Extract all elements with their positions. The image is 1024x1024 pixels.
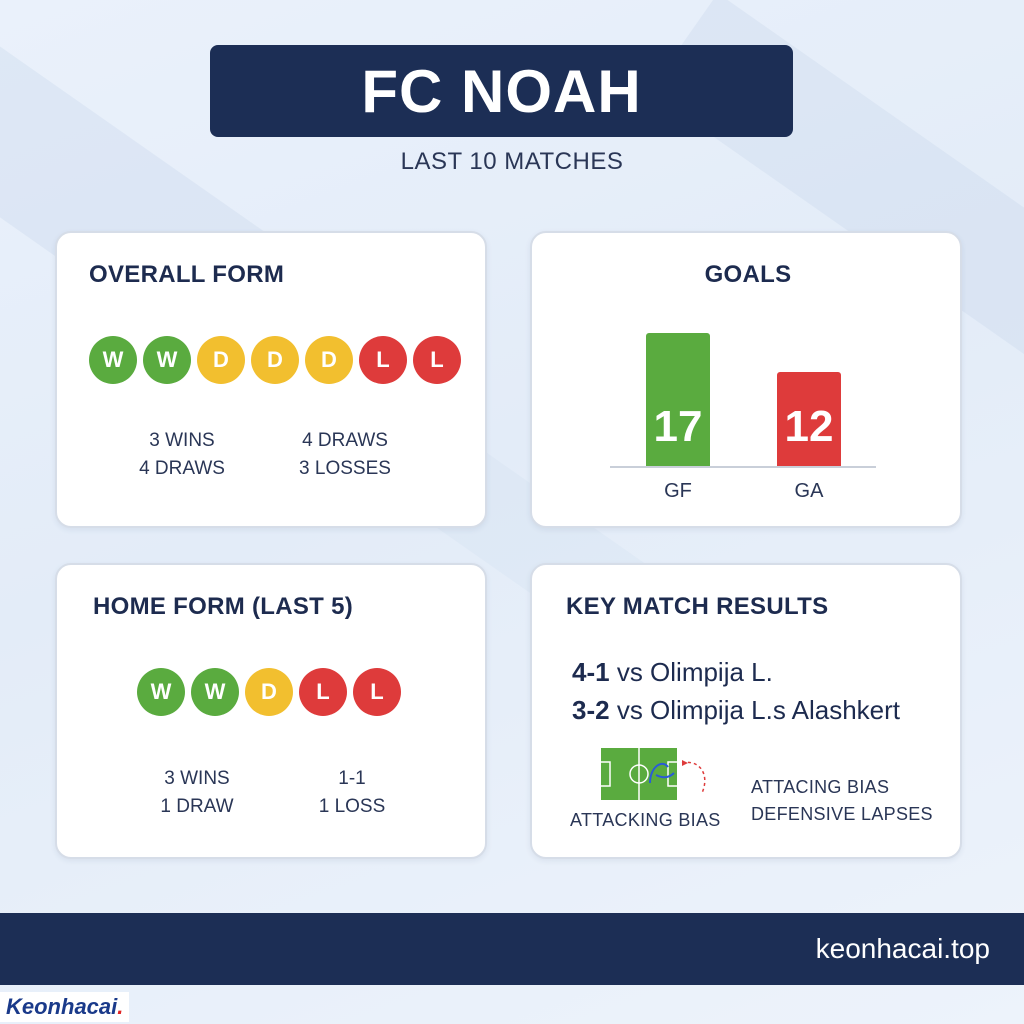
- overall-form-result-badge: D: [305, 336, 353, 384]
- overall-form-result-badge: W: [89, 336, 137, 384]
- bar-category-label: GF: [664, 480, 692, 502]
- key-results-card: KEY MATCH RESULTS 4-1 vs Olimpija L. 3-2…: [530, 563, 962, 859]
- goals-title: GOALS: [704, 261, 792, 288]
- result-score: 3-2: [572, 695, 610, 725]
- pitch-caption: ATTACKING BIAS: [570, 810, 721, 830]
- pitch-diagram-icon: [599, 746, 706, 802]
- brand-text: Keonhacai: [6, 994, 118, 1019]
- overall-stats-left: 3 WINS 4 DRAWS: [127, 427, 237, 483]
- home-form-result-badge: W: [137, 668, 185, 716]
- page-subtitle: LAST 10 MATCHES: [400, 148, 624, 175]
- home-form-result-badge: L: [299, 668, 347, 716]
- chart-baseline: [610, 466, 876, 468]
- home-form-title: HOME FORM (LAST 5): [93, 593, 354, 620]
- footer-url[interactable]: keonhacai.top: [815, 933, 990, 964]
- result-line: 4-1 vs Olimpija L.: [572, 657, 773, 688]
- stat-line: 1 LOSS: [318, 796, 386, 817]
- goals-bar-gf: 17: [646, 333, 710, 466]
- title-banner: FC NOAH: [210, 45, 793, 137]
- overall-form-result-badge: W: [143, 336, 191, 384]
- page-title: FC NOAH: [361, 57, 642, 125]
- stat-line: 3 WINS: [149, 430, 215, 451]
- stat-line: 3 LOSSES: [299, 458, 391, 479]
- stat-line: 4 DRAWS: [139, 458, 225, 479]
- bar-value-label: 12: [784, 402, 834, 451]
- result-text: vs Olimpija L.s Alashkert: [616, 695, 901, 725]
- result-score: 4-1: [572, 657, 610, 687]
- stat-line: 1-1: [338, 768, 366, 789]
- overall-stats-right: 4 DRAWS 3 LOSSES: [285, 427, 405, 483]
- home-form-result-badge: D: [245, 668, 293, 716]
- home-stats-right: 1-1 1 LOSS: [302, 765, 402, 821]
- brand-logo: Keonhacai.: [0, 992, 130, 1022]
- bar-category-label: GA: [794, 480, 824, 502]
- note-line: ATTACING BIAS: [751, 777, 890, 797]
- result-text: vs Olimpija L.: [616, 657, 773, 687]
- analysis-notes: ATTACING BIAS DEFENSIVE LAPSES: [751, 774, 933, 828]
- home-form-result-badge: L: [353, 668, 401, 716]
- home-form-result-badge: W: [191, 668, 239, 716]
- goals-bar-ga: 12: [777, 372, 841, 466]
- overall-form-title: OVERALL FORM: [89, 261, 285, 288]
- home-stats-left: 3 WINS 1 DRAW: [137, 765, 257, 821]
- note-line: DEFENSIVE LAPSES: [751, 804, 933, 824]
- overall-form-result-badge: L: [413, 336, 461, 384]
- stat-line: 4 DRAWS: [302, 430, 388, 451]
- brand-dot: .: [117, 994, 124, 1019]
- stat-line: 3 WINS: [164, 768, 230, 789]
- key-results-title: KEY MATCH RESULTS: [566, 593, 829, 620]
- result-line: 3-2 vs Olimpija L.s Alashkert: [572, 695, 900, 726]
- overall-form-result-badge: L: [359, 336, 407, 384]
- stat-line: 1 DRAW: [160, 796, 234, 817]
- bar-value-label: 17: [653, 402, 703, 451]
- footer-bar: keonhacai.top: [0, 913, 1024, 985]
- overall-form-result-badge: D: [197, 336, 245, 384]
- goals-card: GOALS 17 GF 12 GA: [530, 231, 962, 528]
- overall-form-result-badge: D: [251, 336, 299, 384]
